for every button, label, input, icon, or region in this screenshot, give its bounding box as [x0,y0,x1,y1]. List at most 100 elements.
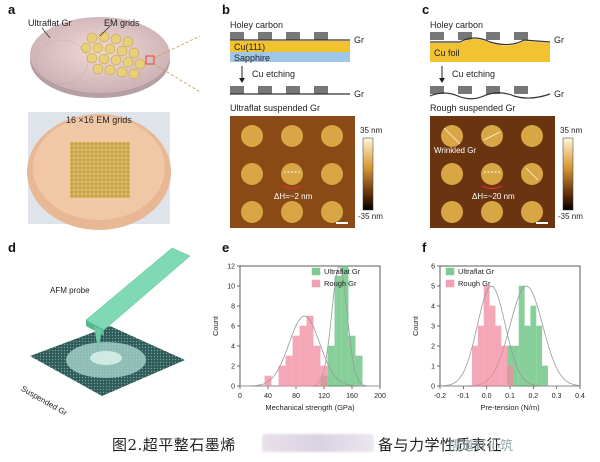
panel-c-schematic [429,32,574,228]
f-bar [489,305,496,387]
panel-e-label: e [222,240,230,255]
e-xtick-label: 80 [292,393,300,400]
chart-f-svg: -0.2 -0.1 0.0 0.1 0.2 0.3 0.4 0 1 2 3 4 5 6 Pre-tensio… [411,264,585,413]
e-xtick-label: 40 [264,393,272,400]
e-xtick-label: 120 [318,393,330,400]
gr-label-c2: Gr [554,89,564,99]
colorbar-b-top: 35 nm [360,126,383,135]
panel-d-label: d [8,240,16,255]
f-bar [530,305,537,387]
f-ytick-label: 0 [431,384,435,391]
em-grids-label: EM grids [104,18,140,28]
f-bar [477,325,484,387]
caption-main: 图2.超平整石墨烯 [112,436,236,454]
e-bar [292,335,300,387]
f-bar [518,285,525,387]
f-bar [495,325,502,387]
f-bar [501,345,508,387]
f-xtick-label: 0.1 [505,393,515,400]
f-bar [512,345,519,387]
colorbar-b-bottom: -35 nm [358,212,383,221]
f-xtick-label: -0.2 [434,393,446,400]
f-bar [507,365,513,387]
cu-etching-label-b: Cu etching [252,69,296,79]
f-legend-swatch [445,267,455,276]
e-bar [313,345,321,387]
f-xtick-label: 0.2 [528,393,538,400]
ultraflat-suspended-title: Ultraflat suspended Gr [230,103,321,113]
panel-f: f -0.2 -0.1 0.0 0.1 0.2 0.3 0.4 0 1 2 3 4 5 6 Pre-tens… [400,238,600,426]
e-ytick-label: 12 [227,264,235,271]
e-xtick-label: 0 [238,393,242,400]
e-xtick-label: 200 [374,393,386,400]
e-ylabel: Count [211,315,220,336]
cu-etching-label-c: Cu etching [452,69,496,79]
e-bar [278,365,286,387]
panel-b-label: b [222,2,230,17]
e-bar [320,365,328,387]
f-fit-curve [439,285,580,387]
f-bar [536,325,543,387]
f-bar [524,325,531,387]
chart-e-svg: 0 40 80 120 160 200 0 2 4 6 8 10 12 Mechanical streng… [211,264,386,413]
f-xtick-label: -0.1 [457,393,469,400]
e-bar [306,315,314,387]
e-bar [348,335,356,387]
panel-b-schematic [230,32,374,228]
cu-foil-label: Cu foil [434,48,460,58]
e-bar [327,345,335,387]
e-ytick-label: 8 [231,304,235,311]
colorbar-c [562,137,574,211]
colorbar-c-bottom: -35 nm [558,212,583,221]
afm-probe-label: AFM probe [50,286,90,295]
panel-a-label: a [8,2,16,17]
e-legend-label: Rough Gr [324,279,357,288]
gr-label-c1: Gr [554,35,564,45]
panel-b: b [200,0,400,232]
f-ytick-label: 1 [431,364,435,371]
f-ytick-label: 4 [431,304,435,311]
e-fit-curve [240,315,380,387]
panel-d: d AFM probe Suspended Gr [0,238,200,426]
e-bar [299,325,307,387]
e-legend-label: Ultraflat Gr [324,267,361,276]
f-ytick-label: 6 [431,264,435,271]
colorbar-c-top: 35 nm [560,126,583,135]
figure-caption: 图2.超平整石墨烯 备与力学性质表征 悟道轩小筑 [0,428,600,462]
e-xtick-label: 160 [346,393,358,400]
panel-a: a [0,0,200,230]
f-ytick-label: 3 [431,324,435,331]
f-xtick-label: 0.3 [552,393,562,400]
caption-rest: 备与力学性质表征 [378,436,503,454]
f-ytick-label: 2 [431,344,435,351]
e-ytick-label: 6 [231,324,235,331]
ultraflat-gr-label: Ultraflat Gr [28,18,72,28]
sapphire-layer [230,52,350,62]
f-ylabel: Count [411,315,420,336]
delta-h-ultraflat: ΔH=~2 nm [274,192,313,201]
caption-blurred-region [262,434,374,452]
f-fit-curve [440,285,581,387]
rough-suspended-title: Rough suspended Gr [430,103,516,113]
grid-count-label: 16 ×16 EM grids [66,115,132,125]
watermark: 悟道轩小筑 [448,438,514,453]
panel-c: c Holey carbon Gr Cu foil Cu etching Gr … [400,0,600,232]
f-bar [483,285,490,387]
wrinkled-gr-label: Wrinkled Gr [434,146,477,155]
afm-cantilever [85,247,191,331]
wafer-illustration [27,17,200,230]
f-xtick-label: 0.4 [575,393,585,400]
holey-carbon [230,32,328,40]
e-legend-swatch [311,267,321,276]
panel-f-label: f [422,240,427,255]
e-ytick-label: 4 [231,344,235,351]
e-ytick-label: 0 [231,384,235,391]
panel-c-label: c [422,2,430,17]
holey-carbon-label-c: Holey carbon [430,20,484,30]
f-xtick-label: 0.0 [482,393,492,400]
afm-tip [94,326,102,350]
f-legend-label: Ultraflat Gr [458,267,495,276]
cu111-layer [230,41,350,52]
e-legend-swatch [311,279,321,288]
gr-label-b1: Gr [354,35,364,45]
